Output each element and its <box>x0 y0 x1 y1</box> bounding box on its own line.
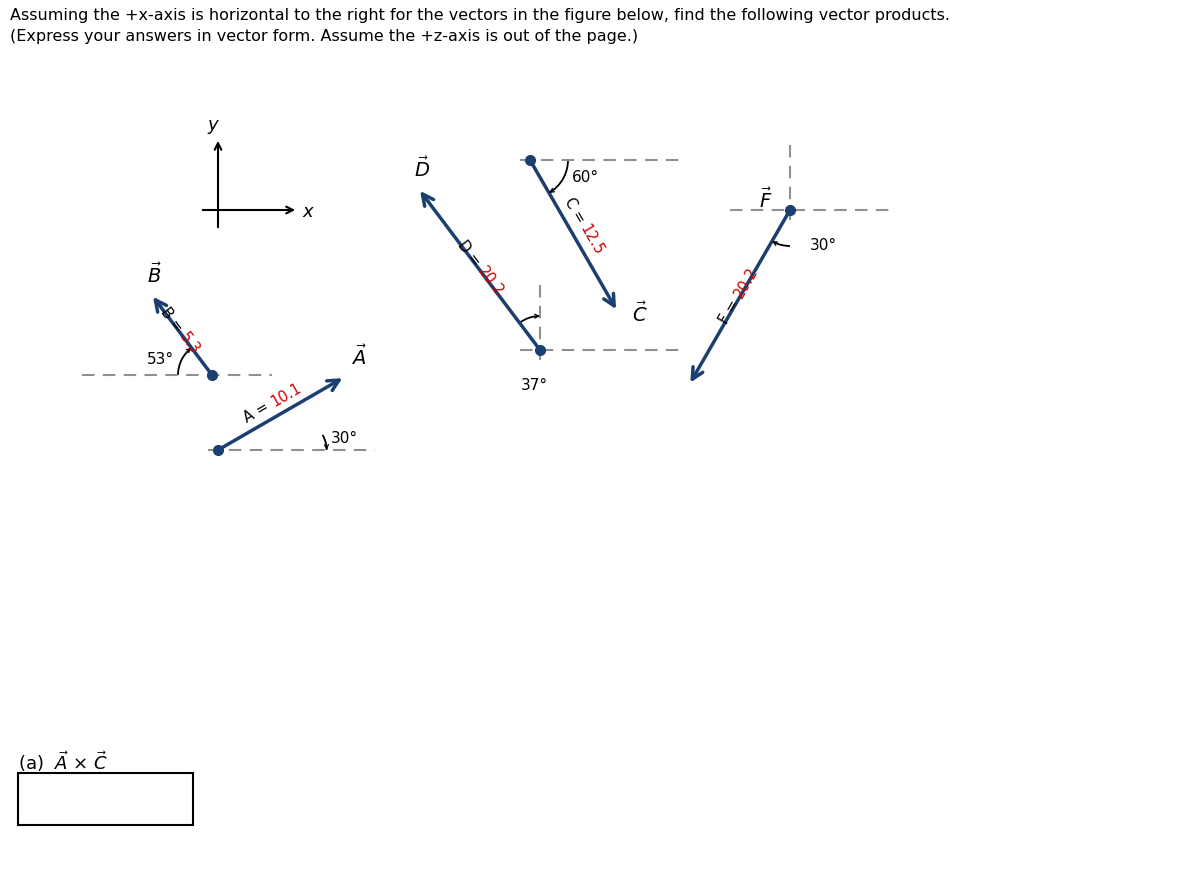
Text: B =: B = <box>158 304 188 339</box>
Text: y: y <box>208 116 218 134</box>
Text: $\vec{F}$: $\vec{F}$ <box>758 187 772 212</box>
Text: $\vec{B}$: $\vec{B}$ <box>148 262 162 287</box>
Text: $\vec{C}$: $\vec{C}$ <box>631 302 647 326</box>
Text: 5.3: 5.3 <box>176 329 203 357</box>
Text: 12.5: 12.5 <box>577 223 606 258</box>
Text: x: x <box>302 203 313 221</box>
Text: 53°: 53° <box>146 352 174 367</box>
Text: 30°: 30° <box>331 431 358 446</box>
Text: (Express your answers in vector form. Assume the +z-axis is out of the page.): (Express your answers in vector form. As… <box>10 29 638 44</box>
Text: 37°: 37° <box>521 378 547 393</box>
Text: $\vec{D}$: $\vec{D}$ <box>414 157 431 180</box>
Text: 20.2: 20.2 <box>732 265 761 300</box>
Text: 30°: 30° <box>810 238 838 253</box>
Text: $\vec{A}$: $\vec{A}$ <box>350 345 367 369</box>
Text: A =: A = <box>241 397 276 425</box>
Text: Assuming the +x-axis is horizontal to the right for the vectors in the figure be: Assuming the +x-axis is horizontal to th… <box>10 8 950 23</box>
Text: (a)  $\vec{A}$ × $\vec{C}$: (a) $\vec{A}$ × $\vec{C}$ <box>18 750 108 774</box>
FancyBboxPatch shape <box>18 773 193 825</box>
Text: D =: D = <box>455 238 486 273</box>
Text: C =: C = <box>562 194 590 230</box>
Text: 60°: 60° <box>572 170 599 185</box>
Text: F =: F = <box>716 293 745 326</box>
Text: 10.1: 10.1 <box>269 380 304 410</box>
Text: 20.2: 20.2 <box>474 264 506 299</box>
